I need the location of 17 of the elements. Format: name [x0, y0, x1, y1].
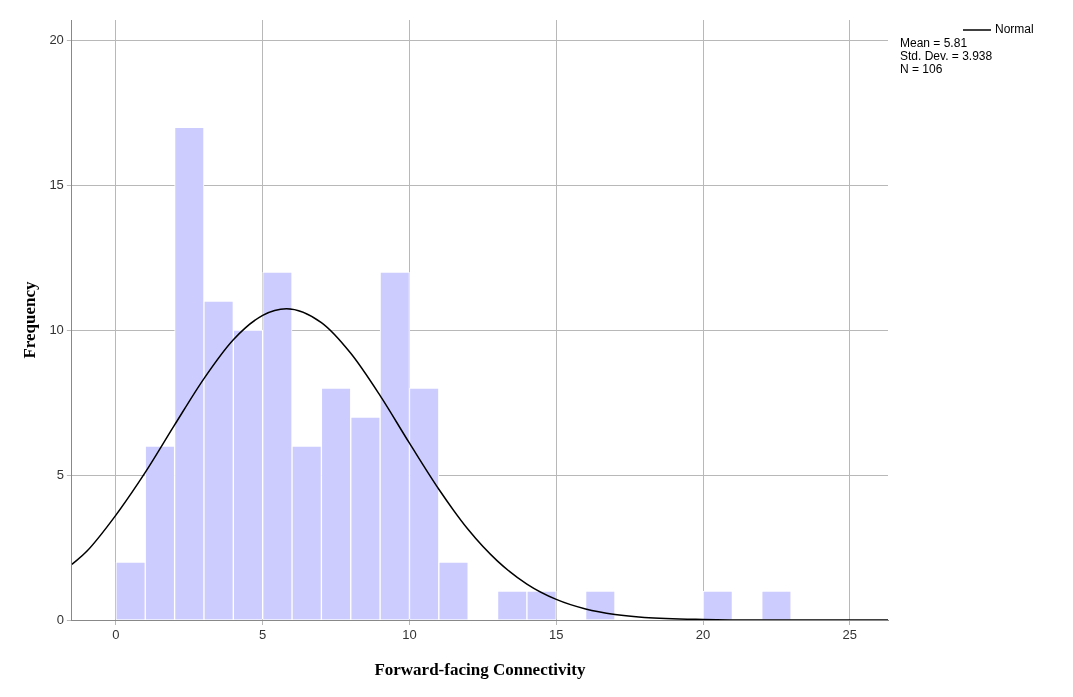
x-tick-label: 25	[842, 627, 858, 643]
text: Std. Dev. = 3.938	[900, 49, 993, 64]
y-axis-title: Frequency	[19, 280, 39, 359]
x-tick-label: 20	[695, 627, 711, 643]
y-tick-label: 10	[49, 321, 64, 337]
y-tick-label: 15	[49, 176, 64, 192]
x-tick-label: 5	[259, 627, 267, 643]
x-tick-label: 0	[112, 627, 120, 643]
x-axis-title: Forward-facing Connectivity	[374, 660, 586, 680]
x-tick-label: 10	[402, 627, 417, 643]
x-tick-label: 15	[549, 627, 564, 643]
y-tick-label: 20	[49, 31, 64, 47]
legend-label: Normal	[995, 22, 1034, 37]
y-tick-label: 5	[56, 466, 64, 482]
text: Mean = 5.81	[900, 36, 968, 51]
text: N = 106	[900, 62, 943, 77]
y-tick-label: 0	[56, 611, 64, 627]
